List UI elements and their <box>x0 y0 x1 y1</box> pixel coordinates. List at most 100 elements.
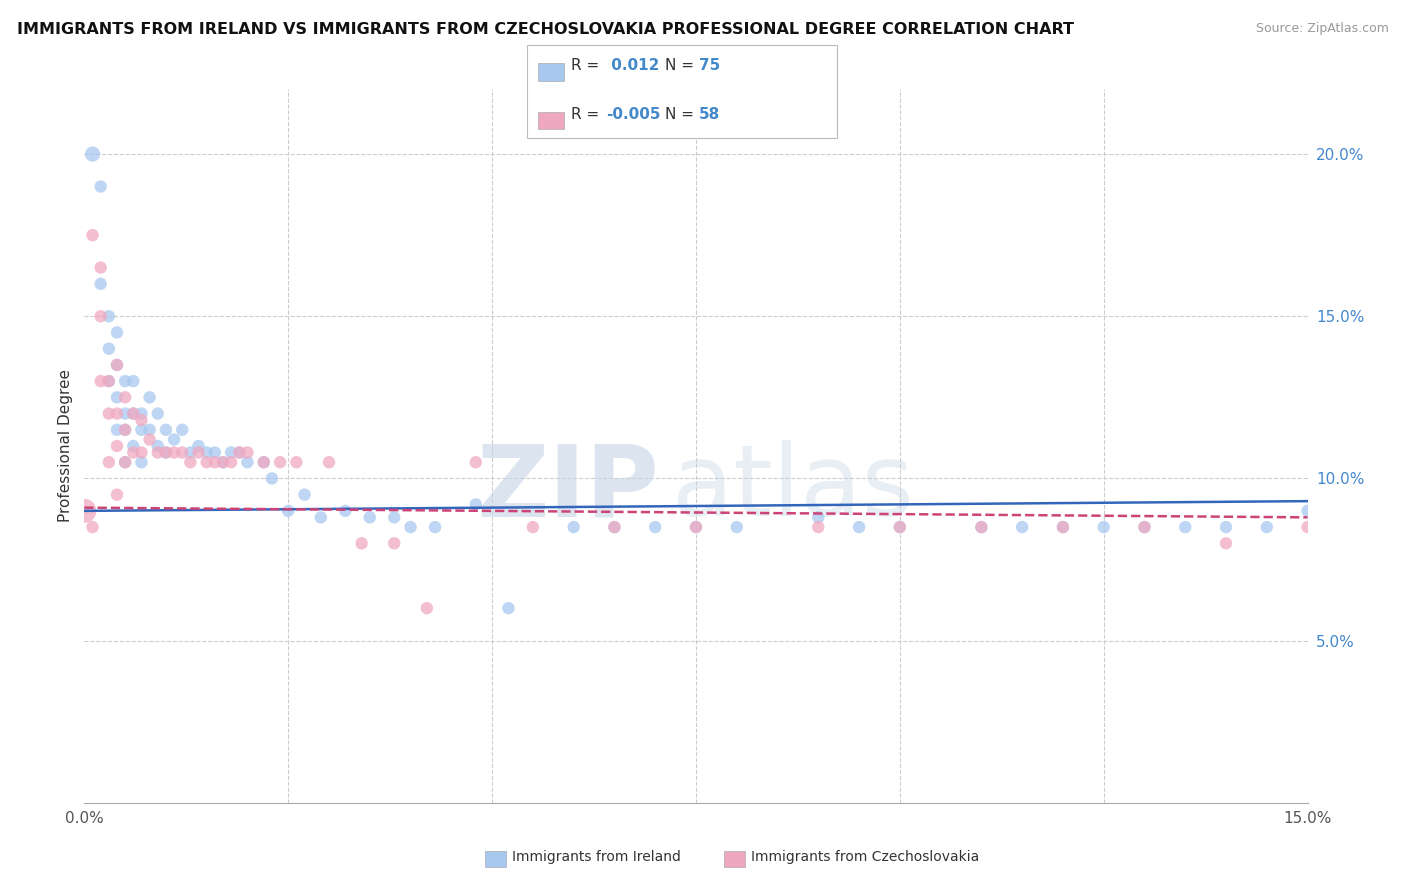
Point <box>212 455 235 469</box>
Point <box>90 374 112 388</box>
Text: ZIP: ZIP <box>477 441 659 537</box>
Point <box>335 504 357 518</box>
Point <box>1378 520 1400 534</box>
Point <box>138 433 160 447</box>
Point <box>146 407 169 421</box>
Point <box>122 407 145 421</box>
Point <box>294 488 316 502</box>
Point <box>90 260 112 275</box>
Point <box>464 455 486 469</box>
Point <box>1337 520 1360 534</box>
Point <box>114 390 136 404</box>
Point <box>90 310 112 324</box>
Point <box>1256 520 1278 534</box>
Point <box>131 423 153 437</box>
Point <box>187 445 209 459</box>
Point <box>105 326 128 340</box>
Point <box>1296 520 1319 534</box>
Point <box>277 504 299 518</box>
Point <box>260 471 283 485</box>
Point <box>82 520 104 534</box>
Point <box>1133 520 1156 534</box>
Point <box>131 413 153 427</box>
Point <box>105 358 128 372</box>
Point <box>172 445 194 459</box>
Point <box>1133 520 1156 534</box>
Point <box>73 504 96 518</box>
Point <box>603 520 626 534</box>
Point <box>114 374 136 388</box>
Point <box>1052 520 1074 534</box>
Point <box>131 455 153 469</box>
Point <box>155 423 177 437</box>
Point <box>228 445 250 459</box>
Text: N =: N = <box>665 59 699 73</box>
Point <box>131 407 153 421</box>
Y-axis label: Professional Degree: Professional Degree <box>58 369 73 523</box>
Point <box>1215 520 1237 534</box>
Point <box>1092 520 1115 534</box>
Point <box>97 374 120 388</box>
Point <box>236 445 259 459</box>
Point <box>82 147 104 161</box>
Point <box>416 601 439 615</box>
Point <box>253 455 276 469</box>
Point <box>725 520 748 534</box>
Point <box>204 455 226 469</box>
Point <box>138 390 160 404</box>
Point <box>195 445 218 459</box>
Point <box>131 445 153 459</box>
Text: Immigrants from Ireland: Immigrants from Ireland <box>512 850 681 864</box>
Point <box>105 358 128 372</box>
Point <box>1052 520 1074 534</box>
Text: 0.012: 0.012 <box>606 59 659 73</box>
Text: R =: R = <box>571 59 605 73</box>
Point <box>195 455 218 469</box>
Point <box>1174 520 1197 534</box>
Point <box>318 455 340 469</box>
Point <box>114 455 136 469</box>
Text: N =: N = <box>665 107 699 122</box>
Point <box>228 445 250 459</box>
Point <box>146 445 169 459</box>
Point <box>848 520 870 534</box>
Point <box>105 439 128 453</box>
Point <box>114 407 136 421</box>
Text: R =: R = <box>571 107 605 122</box>
Point <box>97 374 120 388</box>
Point <box>105 488 128 502</box>
Point <box>970 520 993 534</box>
Point <box>97 407 120 421</box>
Point <box>163 445 186 459</box>
Point <box>97 342 120 356</box>
Point <box>1296 504 1319 518</box>
Point <box>603 520 626 534</box>
Point <box>105 423 128 437</box>
Text: Immigrants from Czechoslovakia: Immigrants from Czechoslovakia <box>751 850 979 864</box>
Point <box>382 510 405 524</box>
Point <box>423 520 446 534</box>
Point <box>309 510 332 524</box>
Point <box>97 455 120 469</box>
Point <box>82 228 104 243</box>
Point <box>97 310 120 324</box>
Point <box>236 455 259 469</box>
Point <box>562 520 585 534</box>
Point <box>970 520 993 534</box>
Point <box>163 433 186 447</box>
Point <box>105 407 128 421</box>
Point <box>253 455 276 469</box>
Point <box>179 455 201 469</box>
Point <box>1011 520 1033 534</box>
Point <box>90 179 112 194</box>
Point <box>204 445 226 459</box>
Point <box>350 536 373 550</box>
Point <box>522 520 544 534</box>
Point <box>219 455 242 469</box>
Point <box>219 445 242 459</box>
Point <box>269 455 291 469</box>
Point <box>114 423 136 437</box>
Point <box>146 439 169 453</box>
Text: 58: 58 <box>699 107 720 122</box>
Point <box>212 455 235 469</box>
